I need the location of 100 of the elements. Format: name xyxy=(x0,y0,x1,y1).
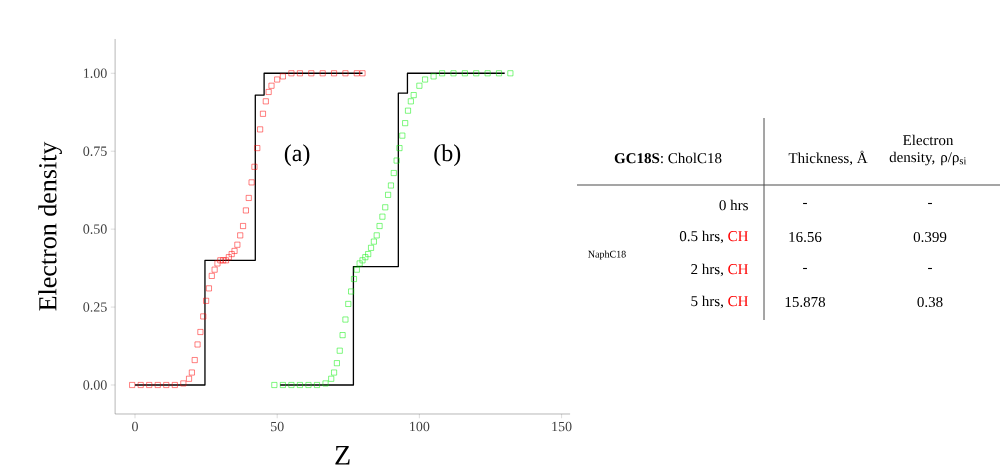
point xyxy=(342,70,349,77)
x-tick-label: 100 xyxy=(410,421,430,432)
y-tick-label: 0.75 xyxy=(83,146,107,157)
point xyxy=(408,98,414,105)
point xyxy=(254,145,261,152)
point xyxy=(189,369,195,376)
point xyxy=(450,70,457,77)
point xyxy=(356,260,363,267)
point xyxy=(211,266,218,273)
point xyxy=(371,238,377,245)
point xyxy=(191,357,198,364)
point xyxy=(208,273,215,279)
point xyxy=(365,251,372,258)
point xyxy=(353,266,360,273)
text: CH xyxy=(728,231,749,242)
point xyxy=(288,70,295,77)
y-tick-label: 0.50 xyxy=(83,224,107,234)
text: 16.56 xyxy=(789,232,822,243)
point xyxy=(359,257,366,264)
point xyxy=(322,380,329,387)
point xyxy=(402,120,409,127)
point xyxy=(154,382,161,388)
text: - xyxy=(803,203,807,205)
point xyxy=(146,382,153,388)
point xyxy=(331,70,337,77)
text: GC18S: CholC18 xyxy=(614,152,722,164)
point xyxy=(217,257,224,264)
point xyxy=(462,70,468,77)
y-tick-label: 1.00 xyxy=(84,68,107,79)
point xyxy=(376,223,383,229)
point xyxy=(228,251,235,258)
point xyxy=(271,382,278,388)
point xyxy=(339,332,346,339)
point xyxy=(388,182,394,189)
point xyxy=(163,382,170,388)
point xyxy=(265,89,272,95)
y-axis-title: Electron density xyxy=(38,141,62,311)
x-tick-label: 0 xyxy=(132,421,138,432)
point xyxy=(319,70,326,77)
text: Electron density, ρ/ρ$_{si}$ xyxy=(889,134,967,166)
text: 0.5 hrs, xyxy=(679,230,723,244)
point xyxy=(362,254,369,261)
point xyxy=(507,70,514,77)
annotation: (a) xyxy=(284,144,310,167)
point xyxy=(268,83,275,89)
x-tick-label: 150 xyxy=(552,421,572,432)
point xyxy=(439,70,445,77)
point xyxy=(194,341,201,348)
point xyxy=(416,83,423,89)
point xyxy=(297,382,303,388)
point xyxy=(396,145,403,152)
point xyxy=(336,347,343,354)
text: CH xyxy=(728,296,749,307)
point xyxy=(331,369,337,376)
text: 15.878 xyxy=(785,297,826,308)
point xyxy=(262,98,269,105)
point xyxy=(288,382,295,388)
point xyxy=(231,248,238,254)
point xyxy=(274,76,281,83)
point xyxy=(308,70,315,77)
point xyxy=(305,382,312,388)
text: 0 hrs xyxy=(719,199,748,211)
text: CH xyxy=(728,264,749,275)
text: 5 hrs, xyxy=(691,295,723,309)
point xyxy=(368,245,374,251)
point xyxy=(334,360,340,367)
point xyxy=(351,276,357,282)
point xyxy=(405,107,411,114)
point xyxy=(422,76,428,83)
point xyxy=(203,298,209,304)
text: NaphC18 xyxy=(588,250,626,260)
point xyxy=(257,126,263,133)
point xyxy=(385,192,391,198)
y-tick-label: 0.00 xyxy=(83,380,107,390)
point xyxy=(280,73,286,80)
point xyxy=(314,382,320,388)
text: 2 hrs, xyxy=(691,263,723,277)
point xyxy=(243,207,249,214)
point xyxy=(373,232,380,239)
point xyxy=(345,301,352,307)
annotation: (b) xyxy=(434,144,461,167)
point xyxy=(214,260,221,267)
point xyxy=(197,329,204,335)
text: 0.38 xyxy=(917,297,943,308)
point xyxy=(393,157,400,164)
point xyxy=(171,382,178,388)
point xyxy=(240,223,246,229)
point xyxy=(245,195,252,201)
point xyxy=(484,70,491,77)
point xyxy=(234,241,241,248)
x-tick-label: 50 xyxy=(271,421,284,432)
point xyxy=(137,382,144,388)
point xyxy=(359,70,366,77)
text: - xyxy=(928,268,932,270)
text: 0.399 xyxy=(913,232,947,243)
point xyxy=(248,179,255,186)
text: - xyxy=(928,203,932,205)
point xyxy=(251,164,258,170)
point xyxy=(342,316,349,323)
text: - xyxy=(803,268,807,270)
